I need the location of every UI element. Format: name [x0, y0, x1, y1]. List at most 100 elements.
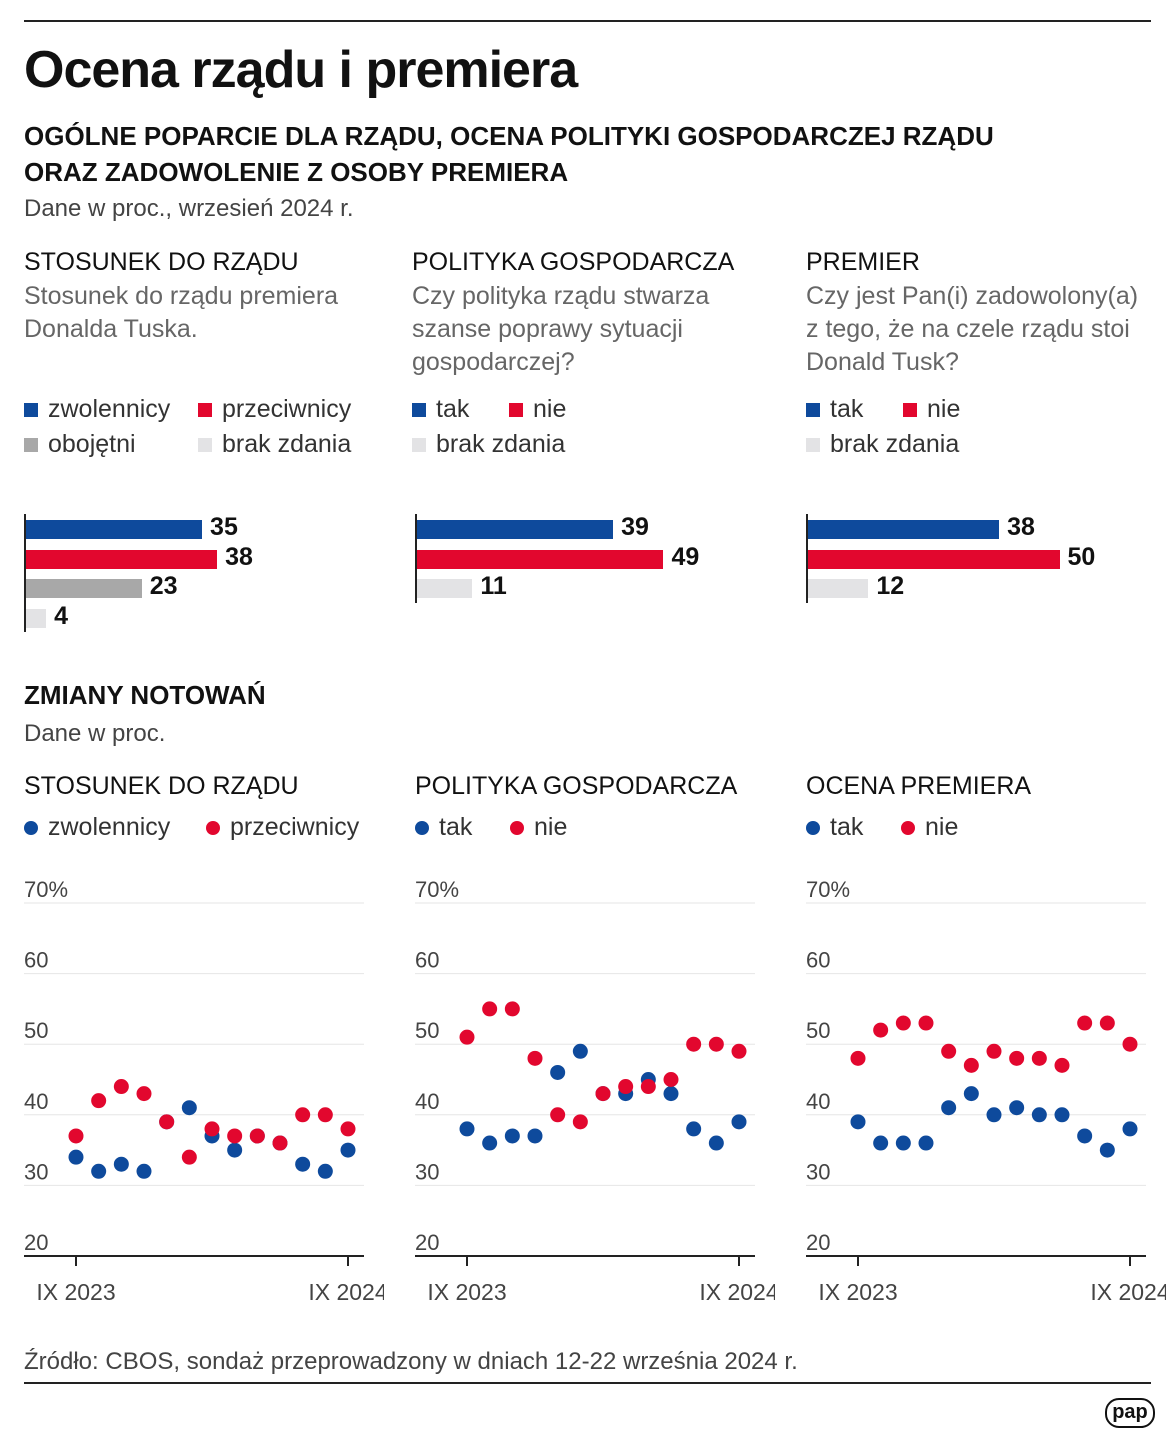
- data-point: [618, 1079, 634, 1095]
- x-tick-label: IX 2023: [36, 1279, 115, 1305]
- legend-dot: [415, 820, 429, 835]
- page-title: Ocena rządu i premiera: [24, 41, 578, 99]
- data-point: [1099, 1142, 1115, 1158]
- data-point: [91, 1093, 107, 1109]
- data-point: [873, 1135, 889, 1151]
- x-tick-label: IX 2024: [308, 1279, 384, 1305]
- scatter-title: STOSUNEK DO RZĄDU: [24, 772, 299, 800]
- y-tick-label: 30: [415, 1159, 439, 1184]
- bar-value: 49: [671, 542, 700, 571]
- bar: [26, 579, 142, 598]
- data-point: [295, 1156, 311, 1172]
- y-tick-label: 60: [806, 948, 830, 973]
- data-point: [272, 1135, 288, 1151]
- legend-label: nie: [927, 395, 961, 423]
- legend-label: tak: [439, 813, 473, 841]
- legend-item: tak: [806, 813, 863, 842]
- bar-value: 11: [480, 572, 507, 600]
- legend-dot: [901, 820, 915, 835]
- data-point: [572, 1043, 588, 1059]
- data-point: [1009, 1100, 1025, 1116]
- note: Dane w proc., wrzesień 2024 r.: [24, 195, 354, 222]
- bar-chart-title: STOSUNEK DO RZĄDU: [24, 248, 299, 276]
- data-point: [963, 1057, 979, 1073]
- subtitle: OGÓLNE POPARCIE DLA RZĄDU, OCENA POLITYK…: [24, 121, 994, 187]
- section2-title: ZMIANY NOTOWAŃ: [24, 680, 266, 710]
- x-tick-label: IX 2024: [1090, 1279, 1166, 1305]
- data-point: [708, 1135, 724, 1151]
- legend-label: obojętni: [48, 430, 136, 458]
- data-point: [941, 1100, 957, 1116]
- data-point: [941, 1043, 957, 1059]
- bar: [417, 520, 614, 539]
- bar: [26, 520, 203, 539]
- x-tick-label: IX 2023: [818, 1279, 897, 1305]
- bar: [808, 549, 1060, 569]
- legend-item: przeciwnicy: [206, 813, 359, 842]
- data-point: [1099, 1015, 1115, 1031]
- data-point: [731, 1114, 747, 1130]
- y-tick-label: 20: [415, 1230, 439, 1255]
- data-point: [663, 1072, 679, 1087]
- legend-label: brak zdania: [830, 430, 960, 458]
- data-point: [204, 1121, 220, 1137]
- data-point: [68, 1149, 84, 1165]
- data-point: [295, 1107, 311, 1123]
- pap-logo: pap: [1105, 1398, 1155, 1428]
- legend-item: nie: [510, 813, 567, 842]
- data-point: [1122, 1121, 1138, 1137]
- y-tick-label: 40: [415, 1089, 439, 1114]
- y-tick-label: 20: [24, 1230, 48, 1255]
- y-tick-label: 30: [24, 1159, 48, 1184]
- y-tick-label: 40: [806, 1089, 830, 1114]
- data-point: [1054, 1057, 1070, 1073]
- data-point: [136, 1086, 152, 1102]
- scatter-plot: 70% 60 50 40 30 20 IX 2023 IX 2024: [24, 877, 384, 1305]
- legend-swatch: [198, 437, 212, 452]
- data-point: [918, 1135, 934, 1151]
- legend-item: brak zdania: [412, 430, 565, 459]
- data-point: [850, 1050, 866, 1066]
- legend-item: obojętni: [24, 430, 136, 459]
- bar: [26, 608, 47, 628]
- data-point: [873, 1022, 889, 1038]
- legend-label: brak zdania: [436, 430, 566, 458]
- data-point: [482, 1135, 498, 1151]
- legend-item: tak: [806, 395, 863, 424]
- data-point: [113, 1156, 129, 1172]
- y-tick-label: 30: [806, 1159, 830, 1184]
- bar-axis: [24, 514, 26, 632]
- legend-swatch: [412, 437, 426, 452]
- data-point: [459, 1121, 475, 1137]
- legend-label: przeciwnicy: [222, 395, 352, 423]
- legend-item: nie: [903, 395, 960, 424]
- data-point: [731, 1043, 747, 1059]
- legend-label: nie: [534, 813, 568, 841]
- data-point: [640, 1079, 656, 1095]
- data-point: [181, 1100, 197, 1116]
- data-point: [504, 1128, 520, 1144]
- legend-item: nie: [509, 395, 566, 424]
- bar-value: 35: [210, 513, 238, 541]
- data-point: [1031, 1050, 1047, 1066]
- y-tick-label: 60: [415, 948, 439, 973]
- scatter-title: OCENA PREMIERA: [806, 772, 1032, 800]
- data-point: [1077, 1128, 1093, 1144]
- data-point: [317, 1163, 333, 1179]
- legend-swatch: [806, 437, 820, 452]
- bar-chart-title: PREMIER: [806, 248, 920, 276]
- data-point: [986, 1107, 1002, 1123]
- y-tick-label: 50: [415, 1018, 439, 1043]
- y-tick-label: 70%: [24, 877, 68, 902]
- data-point: [895, 1015, 911, 1031]
- legend-dot: [806, 820, 820, 835]
- data-point: [708, 1036, 724, 1052]
- data-point: [459, 1029, 475, 1045]
- bar-value: 12: [876, 572, 905, 600]
- data-point: [550, 1107, 566, 1123]
- top-rule: [24, 20, 1151, 22]
- legend-dot: [24, 820, 38, 835]
- bar: [808, 579, 869, 598]
- y-tick-label: 50: [24, 1018, 48, 1043]
